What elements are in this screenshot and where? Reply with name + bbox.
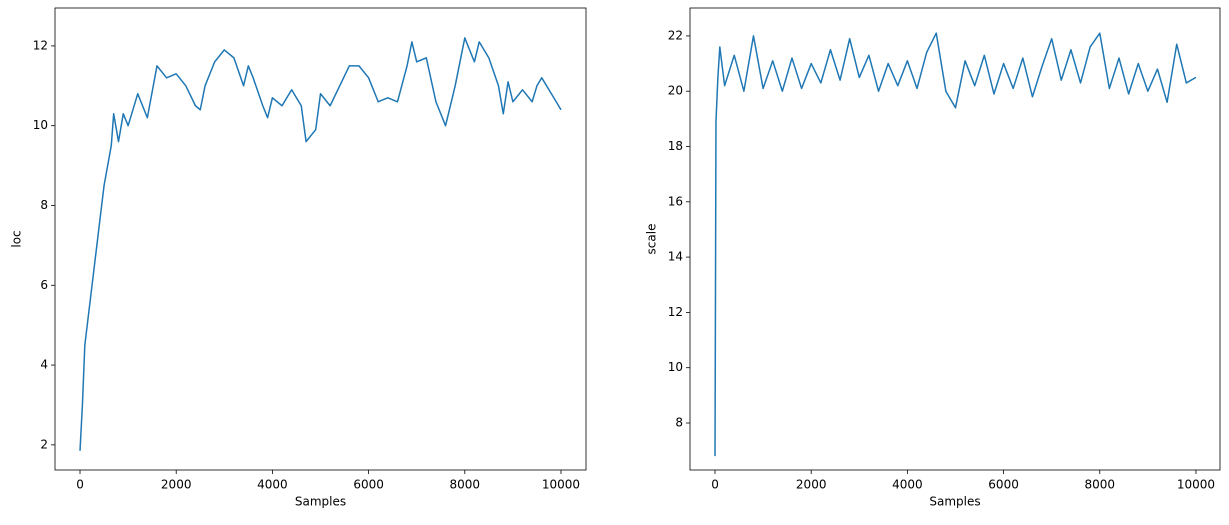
trace-line xyxy=(714,32,1197,457)
y-tick-label: 14 xyxy=(668,250,683,264)
axes-frame xyxy=(689,7,1221,471)
y-tick-label: 20 xyxy=(668,84,683,98)
y-tick-label: 12 xyxy=(668,305,683,319)
y-tick-label: 8 xyxy=(675,415,683,429)
x-tick-label: 10000 xyxy=(1177,478,1215,492)
y-tick-label: 16 xyxy=(668,194,683,208)
y-tick-label: 4 xyxy=(40,358,48,372)
y-axis-label: scale xyxy=(645,224,659,255)
y-tick-label: 18 xyxy=(668,139,683,153)
y-tick-label: 6 xyxy=(40,278,48,292)
x-tick-label: 8000 xyxy=(450,478,481,492)
trace-line xyxy=(79,37,562,451)
x-axis-label: Samples xyxy=(295,495,346,509)
y-tick-label: 10 xyxy=(33,118,48,132)
y-axis-label: loc xyxy=(10,230,24,247)
x-tick-label: 4000 xyxy=(257,478,288,492)
y-tick-label: 8 xyxy=(40,198,48,212)
x-tick-label: 6000 xyxy=(353,478,384,492)
x-tick-label: 6000 xyxy=(988,478,1019,492)
x-tick-label: 8000 xyxy=(1084,478,1115,492)
x-axis-label: Samples xyxy=(929,495,980,509)
x-tick-label: 0 xyxy=(711,478,719,492)
y-tick-label: 22 xyxy=(668,28,683,42)
y-tick-label: 10 xyxy=(668,360,683,374)
y-tick-label: 12 xyxy=(33,38,48,52)
x-tick-label: 10000 xyxy=(542,478,580,492)
x-tick-label: 2000 xyxy=(796,478,827,492)
x-tick-label: 0 xyxy=(76,478,84,492)
x-tick-label: 2000 xyxy=(161,478,192,492)
y-tick-label: 2 xyxy=(40,437,48,451)
x-tick-label: 4000 xyxy=(892,478,923,492)
axes-frame xyxy=(54,7,587,471)
